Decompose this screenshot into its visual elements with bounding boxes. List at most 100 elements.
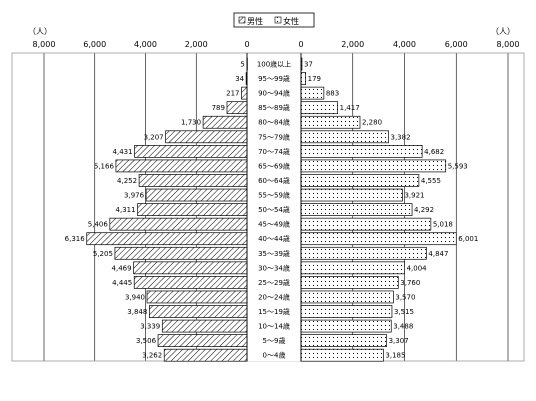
age-label-bg [248,334,300,347]
male-bar [138,174,248,187]
male-bar [157,334,248,347]
age-label: 35～39歳 [258,249,290,258]
age-label-bg [248,145,300,158]
unit-label-left: （人） [28,27,52,36]
female-value-label: 3,307 [389,337,409,345]
age-label: 10～14歳 [258,322,290,331]
male-bar [133,261,248,275]
male-value-label: 5,406 [88,221,109,229]
female-value-label: 3,570 [395,293,415,301]
female-bar [300,159,447,173]
female-bar [300,115,361,129]
age-label-bg [248,305,300,318]
age-label-bg [248,116,300,129]
age-label-bg [248,203,300,216]
male-value-label: 1,730 [181,119,201,127]
age-label: 75～79歳 [258,132,290,141]
male-value-label: 4,252 [117,177,137,185]
male-value-label: 5 [240,61,244,69]
age-label: 100歳以上 [257,60,291,69]
age-label-bg [248,58,300,70]
male-value-label: 6,316 [65,235,86,243]
age-label: 25～29歳 [258,278,290,287]
tick-label-right: 6,000 [445,40,468,49]
male-value-label: 3,848 [127,308,147,316]
female-value-label: 3,382 [391,133,411,141]
male-bar [109,217,248,231]
female-bar [300,217,432,231]
male-bar [165,130,248,144]
female-value-label: 3,185 [385,352,405,360]
female-bar [300,145,423,158]
female-bar [300,319,392,333]
male-value-label: 3,976 [124,192,145,200]
legend-box [233,12,315,28]
age-label: 70～74歳 [258,147,290,156]
age-label-bg [248,87,300,100]
age-label: 40～44歳 [258,234,290,243]
age-label: 45～49歳 [258,220,290,229]
tick-label-left: 8,000 [33,40,56,49]
female-value-label: 4,555 [421,177,441,185]
female-value-label: 37 [304,61,313,69]
male-value-label: 3,339 [140,323,160,331]
male-bar [114,246,248,260]
age-label-bg [248,130,300,143]
age-label-bg [248,349,300,362]
legend: 男性 女性 [233,12,315,28]
age-label-bg [248,290,300,303]
tick-label-left: 2,000 [185,40,208,49]
male-value-label: 3,207 [144,133,164,141]
tick-labels-left: 8,000 6,000 4,000 2,000 0 [33,40,250,49]
tick-label-right: 8,000 [497,40,520,49]
female-value-label: 2,280 [362,119,382,127]
tick-label-left: 4,000 [134,40,157,49]
age-label: 0～4歳 [263,351,286,360]
tick-label-left: 6,000 [83,40,106,49]
male-value-label: 4,311 [116,206,136,214]
female-value-label: 5,593 [448,162,468,170]
tick-labels-right: 0 2,000 4,000 6,000 8,000 [298,40,519,49]
age-label: 50～54歳 [258,205,290,214]
age-labels: 100歳以上 95～99歳 90～94歳 85～89歳 80～84歳 75～79歳 70～7… [248,58,300,362]
age-label: 60～64歳 [258,176,290,185]
female-bars [300,57,457,362]
male-bar [163,348,248,362]
male-value-label: 3,506 [136,337,157,345]
female-value-label: 6,001 [458,235,478,243]
age-label-bg [248,218,300,231]
age-label-bg [248,72,300,85]
female-value-label: 4,292 [414,206,434,214]
male-bars [86,57,248,362]
age-label: 95～99歳 [258,74,290,83]
legend-swatch-male [238,16,246,24]
female-bar [300,174,420,187]
male-bar [241,86,248,100]
age-label-bg [248,247,300,260]
age-label-bg [248,232,300,245]
female-bar [300,188,403,202]
female-bar [300,276,399,289]
female-bar [300,86,325,100]
female-bar [300,232,457,246]
age-label: 15～19歳 [258,307,290,316]
female-bar [300,72,306,85]
male-value-label: 4,445 [112,279,132,287]
age-label: 20～24歳 [258,292,290,301]
female-bar [300,305,393,318]
tick-label-right: 4,000 [393,40,416,49]
male-value-label: 4,431 [113,148,133,156]
female-bar [300,203,413,216]
male-bar [226,101,248,115]
age-label: 30～34歳 [258,263,290,272]
female-value-label: 4,004 [407,264,428,272]
tick-label-left: 0 [244,40,249,49]
tick-label-right: 2,000 [341,40,364,49]
female-bar [300,348,384,362]
female-bar [300,246,427,260]
female-value-label: 3,760 [400,279,420,287]
female-value-label: 883 [326,90,339,98]
age-label-bg [248,320,300,333]
